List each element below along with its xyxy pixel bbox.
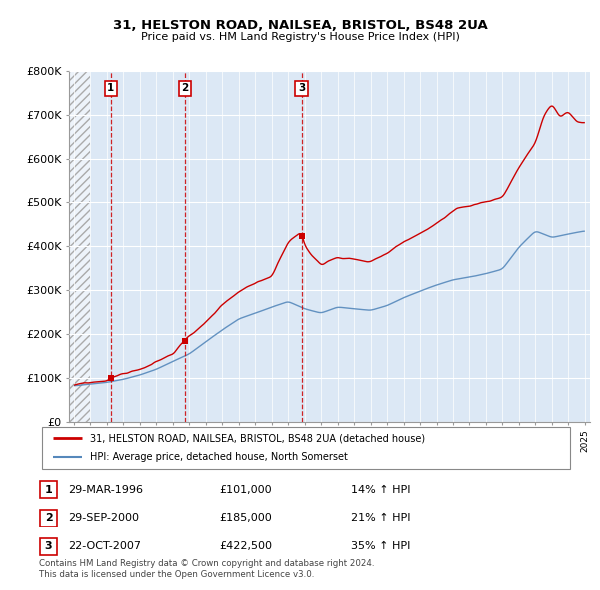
FancyBboxPatch shape bbox=[42, 427, 570, 469]
FancyBboxPatch shape bbox=[40, 510, 57, 526]
Text: 2: 2 bbox=[182, 83, 189, 93]
Text: 31, HELSTON ROAD, NAILSEA, BRISTOL, BS48 2UA: 31, HELSTON ROAD, NAILSEA, BRISTOL, BS48… bbox=[113, 19, 487, 32]
Text: 1: 1 bbox=[107, 83, 115, 93]
Text: £101,000: £101,000 bbox=[219, 485, 272, 494]
FancyBboxPatch shape bbox=[40, 481, 57, 498]
Bar bbox=[69, 71, 91, 422]
Text: 1: 1 bbox=[45, 485, 52, 494]
Text: Contains HM Land Registry data © Crown copyright and database right 2024.: Contains HM Land Registry data © Crown c… bbox=[39, 559, 374, 568]
Text: 29-MAR-1996: 29-MAR-1996 bbox=[68, 485, 143, 494]
Text: 35% ↑ HPI: 35% ↑ HPI bbox=[351, 542, 410, 551]
Text: HPI: Average price, detached house, North Somerset: HPI: Average price, detached house, Nort… bbox=[89, 452, 347, 462]
Text: 21% ↑ HPI: 21% ↑ HPI bbox=[351, 513, 410, 523]
Text: 3: 3 bbox=[298, 83, 305, 93]
Text: 31, HELSTON ROAD, NAILSEA, BRISTOL, BS48 2UA (detached house): 31, HELSTON ROAD, NAILSEA, BRISTOL, BS48… bbox=[89, 434, 425, 444]
Text: £422,500: £422,500 bbox=[219, 542, 272, 551]
Text: 29-SEP-2000: 29-SEP-2000 bbox=[68, 513, 139, 523]
FancyBboxPatch shape bbox=[40, 538, 57, 555]
Text: 2: 2 bbox=[45, 513, 52, 523]
Text: 22-OCT-2007: 22-OCT-2007 bbox=[68, 542, 141, 551]
Text: £185,000: £185,000 bbox=[219, 513, 272, 523]
Text: This data is licensed under the Open Government Licence v3.0.: This data is licensed under the Open Gov… bbox=[39, 571, 314, 579]
Text: 14% ↑ HPI: 14% ↑ HPI bbox=[351, 485, 410, 494]
Text: Price paid vs. HM Land Registry's House Price Index (HPI): Price paid vs. HM Land Registry's House … bbox=[140, 32, 460, 42]
Text: 3: 3 bbox=[45, 542, 52, 551]
